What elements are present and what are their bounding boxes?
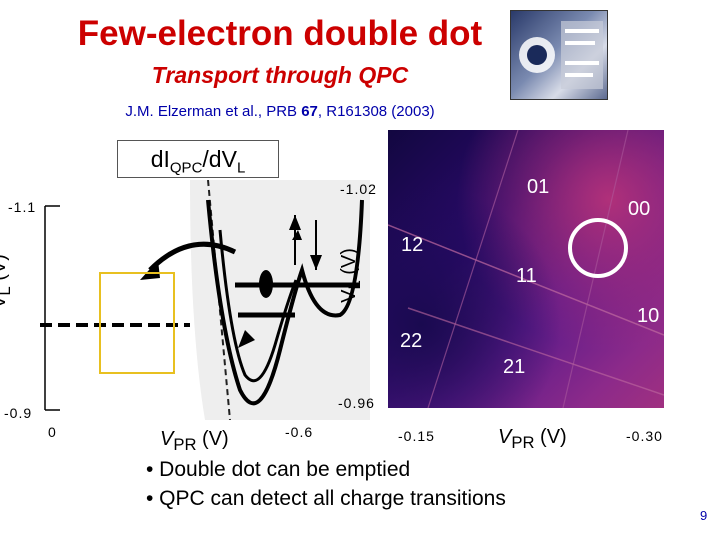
ref-prefix: J.M. Elzerman et al., PRB — [125, 103, 302, 120]
ref-volume: 67 — [301, 103, 318, 120]
transition-line-4 — [562, 130, 629, 408]
dIdV-label: dIQPC/dVL — [117, 140, 279, 178]
highlight-circle — [568, 218, 628, 278]
left-x-right-tick: -0.6 — [285, 424, 314, 440]
logo-graphic — [519, 21, 603, 89]
right-xlabel: VPR (V) — [498, 426, 567, 452]
bullet-list: • Double dot can be emptied • QPC can de… — [146, 455, 506, 513]
region-01: 01 — [527, 176, 550, 198]
potential-curve-outer — [206, 199, 364, 406]
slide-title: Few-electron double dot — [77, 14, 483, 53]
region-10: 10 — [637, 305, 660, 327]
tudelft-logo — [510, 10, 608, 100]
transition-line-3 — [427, 130, 519, 408]
electron-dot — [259, 270, 273, 298]
right-y-top-tick: -1.02 — [340, 181, 377, 197]
page-number: 9 — [700, 508, 708, 523]
highlight-box — [99, 272, 175, 374]
region-21: 21 — [503, 356, 526, 378]
left-y-top-tick: -1.1 — [8, 199, 37, 215]
right-x-right-tick: -0.30 — [626, 428, 663, 444]
left-xlabel: VPR (V) — [160, 428, 229, 454]
transition-line-2 — [407, 307, 664, 396]
tunnel-arrow-head — [140, 260, 160, 280]
arrow-head-4 — [292, 230, 302, 240]
left-ylabel: VL (V) — [0, 254, 14, 309]
potential-curve-inner — [218, 229, 298, 383]
region-00: 00 — [628, 198, 651, 220]
slide-subtitle: Transport through QPC — [151, 62, 409, 88]
arrow-head-1 — [289, 215, 301, 230]
right-ylabel: VL (V) — [337, 248, 364, 303]
arrow-head-2 — [310, 255, 322, 270]
region-11: 11 — [516, 265, 537, 287]
left-x-left-tick: 0 — [48, 424, 57, 440]
heatmap-lines — [388, 130, 664, 408]
stability-diagram-heatmap — [388, 130, 664, 408]
region-22: 22 — [400, 330, 423, 352]
region-12: 12 — [401, 234, 424, 256]
right-y-bottom-tick: -0.96 — [338, 395, 375, 411]
tunnel-arrow — [148, 241, 237, 272]
transition-line-1 — [388, 224, 664, 336]
left-y-bottom-tick: -0.9 — [4, 405, 33, 421]
arrow-head-3 — [238, 330, 255, 348]
ref-suffix: , R161308 (2003) — [317, 103, 435, 120]
bullet-item: • Double dot can be emptied — [146, 458, 411, 481]
schematic-gray-band — [190, 180, 370, 420]
bullet-item: • QPC can detect all charge transitions — [146, 487, 506, 510]
double-dot-schematic — [40, 180, 370, 420]
reference-citation: J.M. Elzerman et al., PRB 67, R161308 (2… — [0, 103, 560, 120]
right-x-left-tick: -0.15 — [398, 428, 435, 444]
